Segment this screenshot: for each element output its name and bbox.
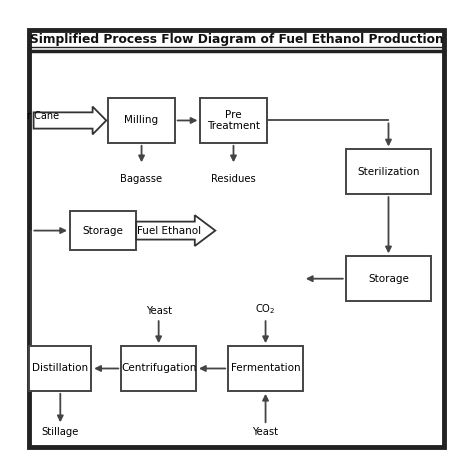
Text: Simplified Process Flow Diagram of Fuel Ethanol Production: Simplified Process Flow Diagram of Fuel … <box>30 33 444 46</box>
Text: Fuel Ethanol: Fuel Ethanol <box>137 226 201 236</box>
Text: Fermentation: Fermentation <box>231 364 301 374</box>
FancyArrow shape <box>34 107 106 134</box>
FancyBboxPatch shape <box>346 149 431 194</box>
FancyBboxPatch shape <box>121 346 196 391</box>
Text: Storage: Storage <box>82 226 124 236</box>
Text: Pre
Treatment: Pre Treatment <box>207 109 260 131</box>
FancyArrow shape <box>136 215 215 246</box>
Text: Bagasse: Bagasse <box>120 173 163 184</box>
FancyBboxPatch shape <box>346 256 431 301</box>
FancyBboxPatch shape <box>109 98 175 143</box>
Text: Storage: Storage <box>368 273 409 284</box>
FancyBboxPatch shape <box>70 211 136 250</box>
Text: Sterilization: Sterilization <box>357 167 420 177</box>
Text: Stillage: Stillage <box>42 427 79 438</box>
Text: Residues: Residues <box>211 173 256 184</box>
Text: Yeast: Yeast <box>146 306 172 316</box>
FancyBboxPatch shape <box>201 98 266 143</box>
FancyBboxPatch shape <box>29 29 444 447</box>
Text: r Cane: r Cane <box>27 111 59 121</box>
Text: Distillation: Distillation <box>32 364 88 374</box>
FancyBboxPatch shape <box>29 346 91 391</box>
Text: Yeast: Yeast <box>253 427 279 438</box>
FancyBboxPatch shape <box>228 346 303 391</box>
Text: Milling: Milling <box>125 116 159 126</box>
Text: CO$_2$: CO$_2$ <box>255 302 276 316</box>
Text: Centrifugation: Centrifugation <box>121 364 196 374</box>
